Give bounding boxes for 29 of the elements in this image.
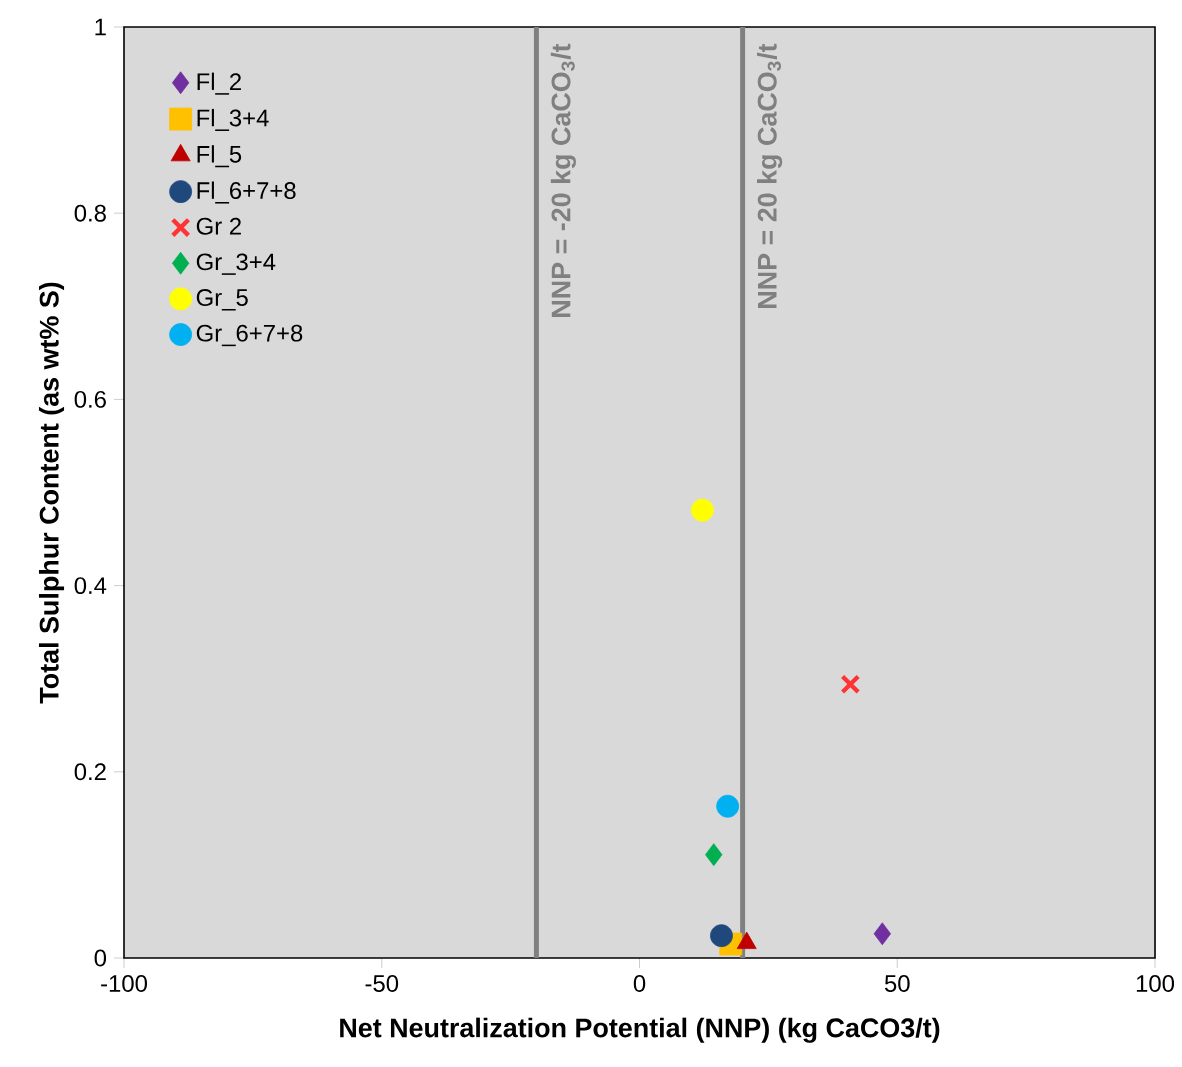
x-tick-label: 50 [884,975,910,992]
point [873,922,891,946]
ref-line-label: NNP = 20 kg CaCO$_{3}$/t [757,43,783,308]
x-axis-title: Net Neutralization Potential (NNP) (kg CaCO3/t) [340,1017,940,1043]
y-tick-label: 0.4 [74,577,107,595]
point [691,498,714,522]
legend-label: Fl_2 [197,72,241,95]
y-tick-label: 0.8 [74,204,106,222]
point [716,794,740,818]
x-tick-label: 100 [1136,975,1175,992]
y-tick-label: 0.6 [74,390,106,408]
x-tick-label: -50 [365,975,399,992]
y-tick-label: 0.2 [74,763,106,781]
point [705,843,723,867]
legend-label: Gr_3+4 [196,253,276,275]
x-tick-label: -100 [101,975,147,992]
legend-label: Gr 2 [196,217,241,235]
ref-line-label: NNP = -20 kg CaCO$_{3}$/t [550,43,576,317]
point [710,924,733,948]
y-tick-label: 1 [95,18,106,36]
legend-label: Fl_5 [197,145,242,168]
legend-label: Fl_6+7+8 [197,181,296,204]
legend-label: Gr_5 [196,289,248,311]
legend-label: Fl_3+4 [197,108,269,131]
y-tick-label: 0 [94,949,107,967]
x-tick-label: 0 [633,975,646,992]
legend-label: Gr_6+7+8 [196,324,303,347]
point [840,674,861,695]
y-axis-title: Total Sulphur Content (as wt% S) [38,282,65,704]
